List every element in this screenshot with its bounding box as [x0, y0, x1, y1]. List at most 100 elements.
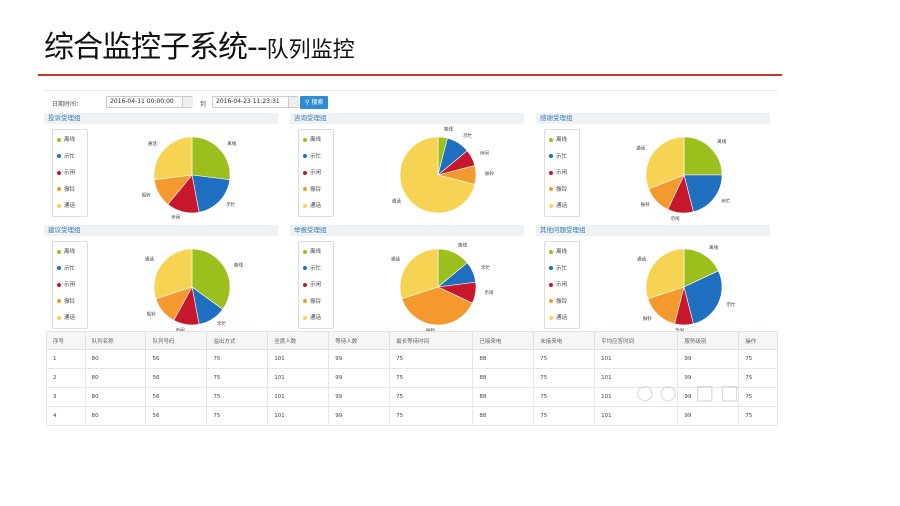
group-title: 建议受理组 [44, 225, 278, 236]
pie-slice-示忙[interactable] [191, 174, 231, 213]
legend-dot-icon [57, 282, 61, 287]
pie-slice-离线[interactable] [683, 136, 723, 176]
legend-item[interactable]: 振铃 [57, 185, 75, 193]
legend-item[interactable]: 通话 [57, 313, 75, 321]
pie-slice-通话[interactable] [645, 248, 685, 300]
legend-item[interactable]: 示忙 [303, 264, 321, 272]
column-header[interactable]: 队列号码 [145, 331, 208, 350]
column-header[interactable]: 序号 [46, 331, 86, 350]
column-header[interactable]: 操作 [738, 331, 778, 350]
legend-dot-icon [549, 266, 553, 270]
legend-item[interactable]: 离线 [57, 135, 75, 143]
legend-item[interactable]: 示忙 [549, 152, 567, 160]
table-cell: 88 [472, 349, 535, 369]
legend-item[interactable]: 示忙 [57, 152, 75, 160]
legend-item[interactable]: 示闲 [57, 280, 75, 288]
legend-item[interactable]: 示闲 [549, 280, 567, 288]
legend-item[interactable]: 通话 [303, 201, 321, 209]
pie-slice-label: 振铃 [142, 192, 151, 199]
pie-slice-通话[interactable] [399, 248, 439, 300]
column-header[interactable]: 溢出方式 [206, 331, 269, 350]
table-cell: 75 [206, 349, 269, 369]
table-cell: 99 [677, 406, 740, 426]
column-header[interactable]: 平均应答时间 [594, 331, 679, 350]
table-row[interactable]: 4 80 56 75 101 99 75 88 75 101 99 75 [46, 406, 778, 426]
pie-slice-离线[interactable] [191, 248, 231, 310]
start-date-input[interactable]: 2016-04-11 00:00:00 [106, 96, 192, 108]
start-calendar-icon[interactable] [182, 97, 193, 107]
legend-dot-icon [303, 299, 307, 303]
table-cell: 88 [472, 368, 535, 388]
table-cell: 99 [328, 387, 391, 407]
legend-item[interactable]: 离线 [549, 247, 567, 255]
pie-slice-label: 示忙 [463, 132, 472, 139]
legend-label: 示忙 [310, 265, 322, 272]
legend-item[interactable]: 离线 [549, 135, 567, 143]
column-header[interactable]: 已接来电 [472, 331, 535, 350]
pie-slice-通话[interactable] [645, 136, 685, 190]
pie-slice-示忙[interactable] [683, 174, 723, 213]
pie-slice-label: 振铃 [426, 327, 435, 333]
legend-item[interactable]: 示忙 [57, 264, 75, 272]
legend-item[interactable]: 离线 [57, 247, 75, 255]
pie-slice-振铃[interactable] [401, 286, 473, 326]
legend-label: 示忙 [64, 265, 76, 272]
table-cell: 80 [84, 387, 147, 407]
legend-item[interactable]: 振铃 [549, 297, 567, 305]
legend-item[interactable]: 示忙 [549, 264, 567, 272]
pie-slice-label: 离线 [444, 125, 453, 132]
pie-slice-label: 通话 [392, 198, 401, 205]
search-button[interactable]: ⚲ 搜索 [300, 96, 329, 109]
legend-item[interactable]: 通话 [57, 201, 75, 209]
legend-item[interactable]: 振铃 [549, 185, 567, 193]
end-calendar-icon[interactable] [288, 97, 299, 107]
column-header[interactable]: 坐席人数 [267, 331, 330, 350]
legend-item[interactable]: 离线 [303, 247, 321, 255]
table-cell: 56 [145, 387, 208, 407]
legend-item[interactable]: 示闲 [303, 280, 321, 288]
pie-slice-label: 通话 [148, 140, 157, 147]
title-divider [38, 74, 782, 76]
table-cell: 80 [84, 349, 147, 369]
column-header[interactable]: 最长等待时间 [389, 331, 474, 350]
table-cell: 75 [206, 406, 269, 426]
legend-item[interactable]: 通话 [549, 201, 567, 209]
legend-item[interactable]: 示闲 [303, 168, 321, 176]
legend-item[interactable]: 示闲 [549, 168, 567, 176]
legend-item[interactable]: 示闲 [57, 168, 75, 176]
table-cell: 99 [677, 349, 740, 369]
column-header[interactable]: 服务级别 [677, 331, 740, 350]
legend-item[interactable]: 离线 [303, 135, 321, 143]
legend-item[interactable]: 示忙 [303, 152, 321, 160]
pie-slice-示忙[interactable] [683, 270, 723, 325]
pie-slice-离线[interactable] [683, 248, 719, 288]
pie-slice-label: 示闲 [675, 327, 684, 333]
pie-slice-离线[interactable] [191, 136, 231, 181]
legend-item[interactable]: 通话 [549, 313, 567, 321]
pie-slice-通话[interactable] [153, 136, 193, 181]
legend-item[interactable]: 振铃 [57, 297, 75, 305]
legend-dot-icon [57, 137, 61, 142]
queue-group-2: 咨询受理组 离线 示忙 示闲 振铃 通话 离线 示忙 示闲 振铃 通话 [290, 113, 528, 221]
legend-label: 离线 [64, 249, 76, 255]
legend-item[interactable]: 振铃 [303, 185, 321, 193]
table-cell: 3 [46, 387, 86, 407]
legend-label: 振铃 [64, 186, 76, 193]
slide-title-main: 综合监控子系统-- [44, 30, 268, 65]
column-header[interactable]: 未接来电 [533, 331, 596, 350]
pie-slice-通话[interactable] [153, 248, 193, 300]
column-header[interactable]: 等待人数 [328, 331, 391, 350]
legend-label: 离线 [310, 249, 322, 255]
end-date-input[interactable]: 2016-04-23 11:23:31 [212, 96, 298, 108]
legend-item[interactable]: 振铃 [303, 297, 321, 305]
pie-slice-label: 振铃 [147, 311, 156, 318]
table-cell: 88 [472, 387, 535, 407]
pie-slice-label: 通话 [637, 256, 646, 263]
pie-slice-通话[interactable] [399, 136, 476, 214]
legend-label: 通话 [556, 203, 568, 209]
legend-item[interactable]: 通话 [303, 313, 321, 321]
pie-slice-label: 离线 [234, 262, 243, 269]
table-row[interactable]: 1 80 56 75 101 99 75 88 75 101 99 75 [46, 349, 778, 369]
pie-legend: 离线示忙示闲振铃通话 [544, 129, 580, 217]
column-header[interactable]: 队列名称 [84, 331, 147, 350]
